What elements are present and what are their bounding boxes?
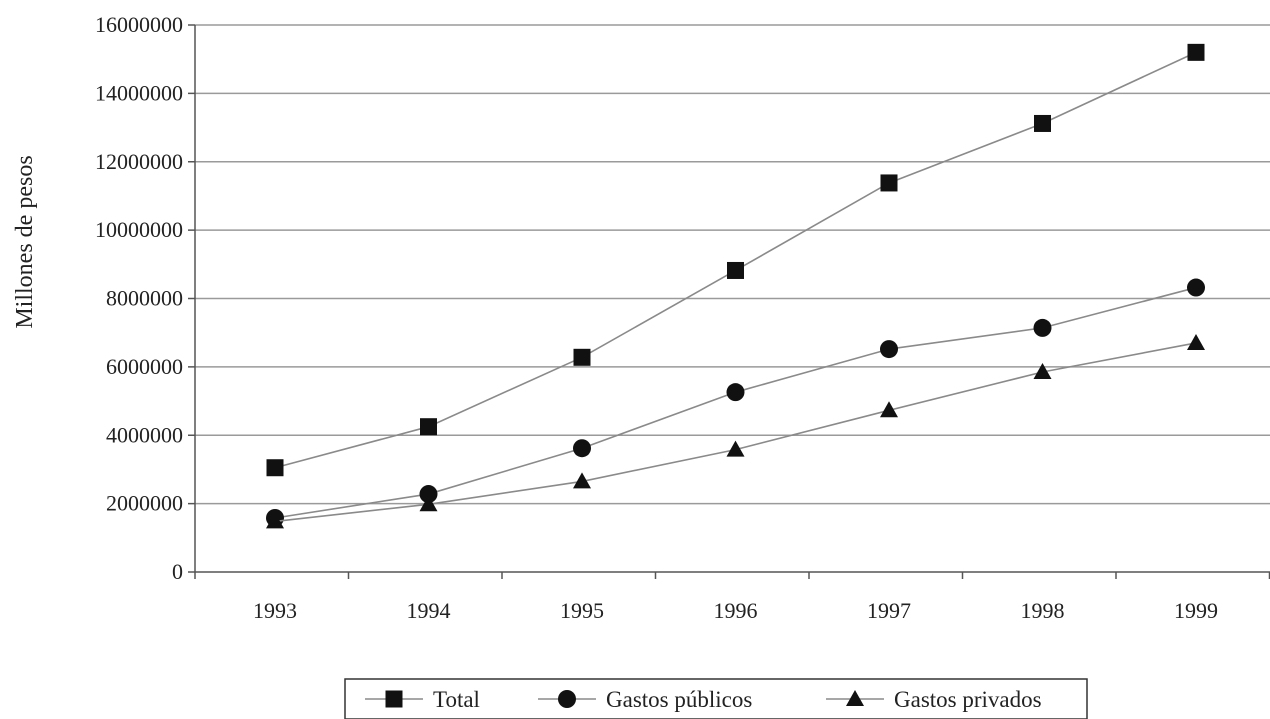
y-tick-label: 4000000	[106, 422, 183, 447]
x-tick-label: 1997	[867, 598, 911, 623]
series-square	[266, 43, 1205, 477]
data-point-square	[266, 459, 284, 477]
y-axis-title: Millones de pesos	[12, 155, 38, 328]
data-point-circle	[573, 439, 591, 458]
data-point-circle	[880, 340, 898, 359]
x-tick-label: 1998	[1021, 598, 1065, 623]
axes	[194, 25, 1270, 579]
legend-label: Gastos privados	[894, 687, 1042, 712]
y-tick-label: 14000000	[95, 80, 183, 105]
data-point-circle	[726, 383, 745, 402]
series-line	[274, 342, 1197, 523]
data-point-square	[727, 261, 744, 279]
y-tick-label: 8000000	[106, 286, 183, 311]
legend-box	[344, 678, 1088, 719]
data-point-triangle	[573, 472, 591, 489]
y-tick-label: 12000000	[95, 149, 183, 174]
data-point-square	[880, 174, 898, 192]
y-tick-label: 2000000	[106, 491, 183, 516]
x-tick-label: 1993	[253, 598, 297, 623]
data-point-circle	[1187, 278, 1205, 297]
x-tick-label: 1995	[560, 598, 604, 623]
legend-marker-triangle	[846, 690, 864, 706]
data-point-triangle	[726, 440, 745, 457]
series-line	[274, 51, 1197, 469]
data-point-triangle	[1033, 363, 1052, 380]
y-tick-label: 10000000	[95, 217, 183, 242]
legend-label: Total	[433, 687, 480, 712]
legend: Total Gastos públicos Gastos privados	[344, 678, 1088, 719]
legend-label: Gastos públicos	[606, 687, 752, 712]
gridlines	[188, 24, 1270, 573]
x-tick-label: 1999	[1174, 598, 1218, 623]
data-point-triangle	[266, 512, 284, 529]
data-point-circle	[419, 485, 438, 504]
y-tick-label: 6000000	[106, 354, 183, 379]
series-triangle	[266, 333, 1205, 529]
legend-marker-square	[385, 690, 403, 708]
data-point-square	[573, 348, 591, 366]
x-tick-labels: 1993 1994 1995 1996 1997 1998 1999	[253, 598, 1218, 623]
y-tick-label: 0	[172, 559, 183, 584]
y-tick-labels: 0 2000000 4000000 6000000 8000000 10000000 120…	[95, 12, 183, 584]
series-line	[274, 286, 1197, 519]
x-tick-label: 1994	[407, 598, 451, 623]
data-point-triangle	[880, 401, 898, 418]
data-point-triangle	[419, 495, 438, 512]
y-tick-label: 16000000	[95, 12, 183, 37]
data-point-square	[1187, 43, 1205, 61]
data-point-square	[1034, 114, 1051, 132]
series-group	[266, 43, 1205, 529]
x-tick-label: 1996	[714, 598, 758, 623]
legend-marker-circle	[558, 690, 576, 708]
data-point-triangle	[1187, 333, 1205, 350]
series-circle	[266, 278, 1205, 527]
data-point-square	[420, 418, 437, 436]
data-point-circle	[1033, 318, 1052, 337]
